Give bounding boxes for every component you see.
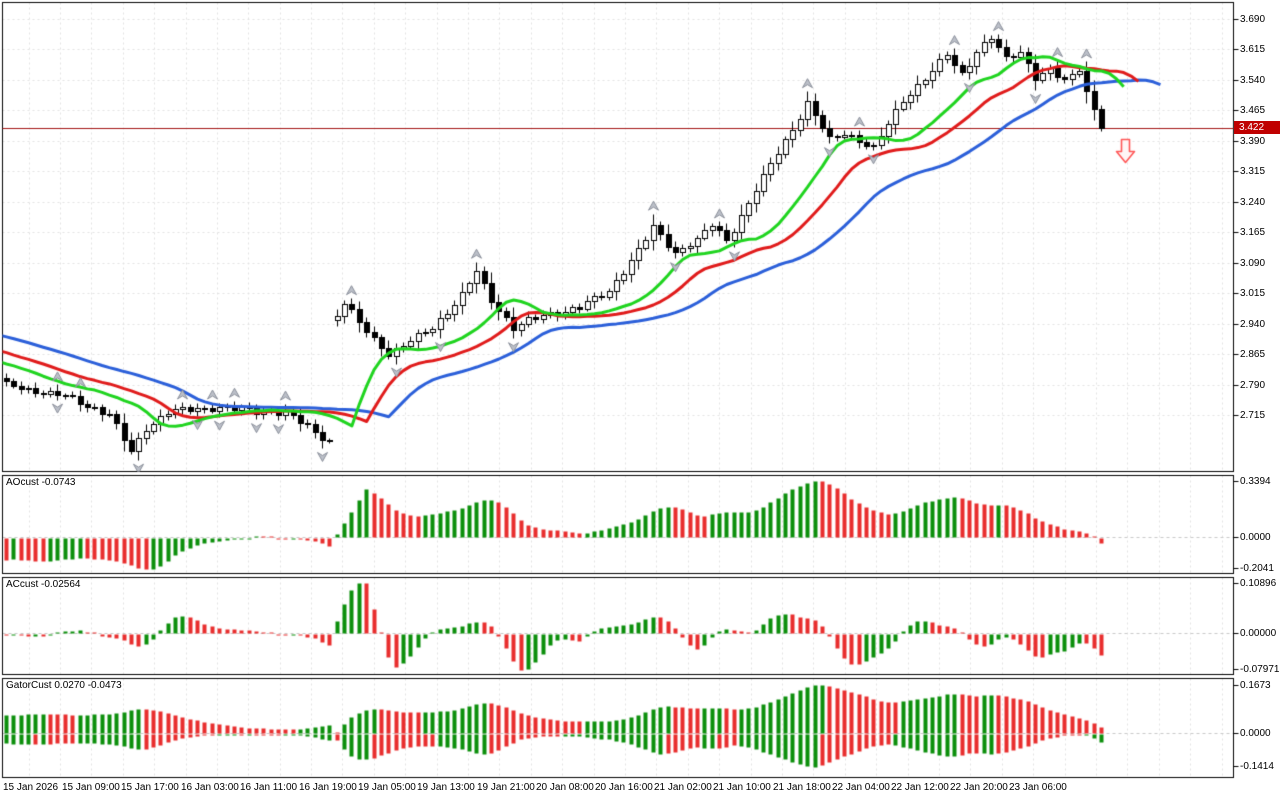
price-axis-label: 3.090: [1240, 258, 1266, 269]
price-axis-label: 3.615: [1240, 44, 1266, 55]
price-axis-label: 3.015: [1240, 288, 1266, 299]
indicator-scale-label: -0.07971: [1240, 664, 1280, 675]
time-axis-label: 21 Jan 18:00: [773, 782, 831, 793]
time-axis-label: 16 Jan 19:00: [299, 782, 357, 793]
price-axis-label: 3.540: [1240, 75, 1266, 86]
indicator-title-gatorcust: GatorCust 0.0270 -0.0473: [6, 680, 122, 691]
indicator-title-aocust: AOcust -0.0743: [6, 477, 76, 488]
price-axis-label: 2.715: [1240, 410, 1266, 421]
indicator-scale-label: 0.00000: [1240, 628, 1277, 639]
time-axis-label: 15 Jan 09:00: [62, 782, 120, 793]
time-axis-label: 22 Jan 12:00: [891, 782, 949, 793]
indicator-scale-label: 0.0000: [1240, 728, 1271, 739]
price-axis-label: 3.315: [1240, 166, 1266, 177]
indicator-scale-label: -0.1414: [1240, 761, 1274, 772]
price-axis-label: 3.465: [1240, 105, 1266, 116]
time-axis-label: 20 Jan 16:00: [595, 782, 653, 793]
price-axis-label: 2.790: [1240, 380, 1266, 391]
time-axis-label: 15 Jan 17:00: [121, 782, 179, 793]
time-axis-label: 15 Jan 2026: [3, 782, 59, 793]
indicator-scale-label: 0.0000: [1240, 532, 1271, 543]
indicator-title-accust: ACcust -0.02564: [6, 579, 81, 590]
price-axis-label: 3.390: [1240, 136, 1266, 147]
time-axis-label: 21 Jan 02:00: [654, 782, 712, 793]
time-axis-label: 19 Jan 21:00: [477, 782, 535, 793]
indicator-scale-label: 0.1673: [1240, 680, 1271, 691]
indicator-scale-label: -0.2041: [1240, 563, 1274, 574]
price-axis-label: 3.165: [1240, 227, 1266, 238]
price-axis-label: 3.240: [1240, 197, 1266, 208]
indicator-scale-label: 0.10896: [1240, 578, 1277, 589]
time-axis-label: 19 Jan 05:00: [358, 782, 416, 793]
time-axis-label: 16 Jan 03:00: [181, 782, 239, 793]
time-axis-label: 16 Jan 11:00: [240, 782, 298, 793]
time-axis-label: 23 Jan 06:00: [1009, 782, 1067, 793]
time-axis-label: 20 Jan 08:00: [536, 782, 594, 793]
time-axis-label: 22 Jan 04:00: [832, 782, 890, 793]
current-price-tag: 3.422: [1234, 121, 1280, 134]
time-axis-label: 19 Jan 13:00: [417, 782, 475, 793]
time-axis-label: 22 Jan 20:00: [950, 782, 1008, 793]
indicator-scale-label: 0.3394: [1240, 476, 1271, 487]
price-axis-label: 2.865: [1240, 349, 1266, 360]
time-axis-label: 21 Jan 10:00: [713, 782, 771, 793]
price-axis-label: 3.690: [1240, 14, 1266, 25]
price-axis-label: 2.940: [1240, 319, 1266, 330]
